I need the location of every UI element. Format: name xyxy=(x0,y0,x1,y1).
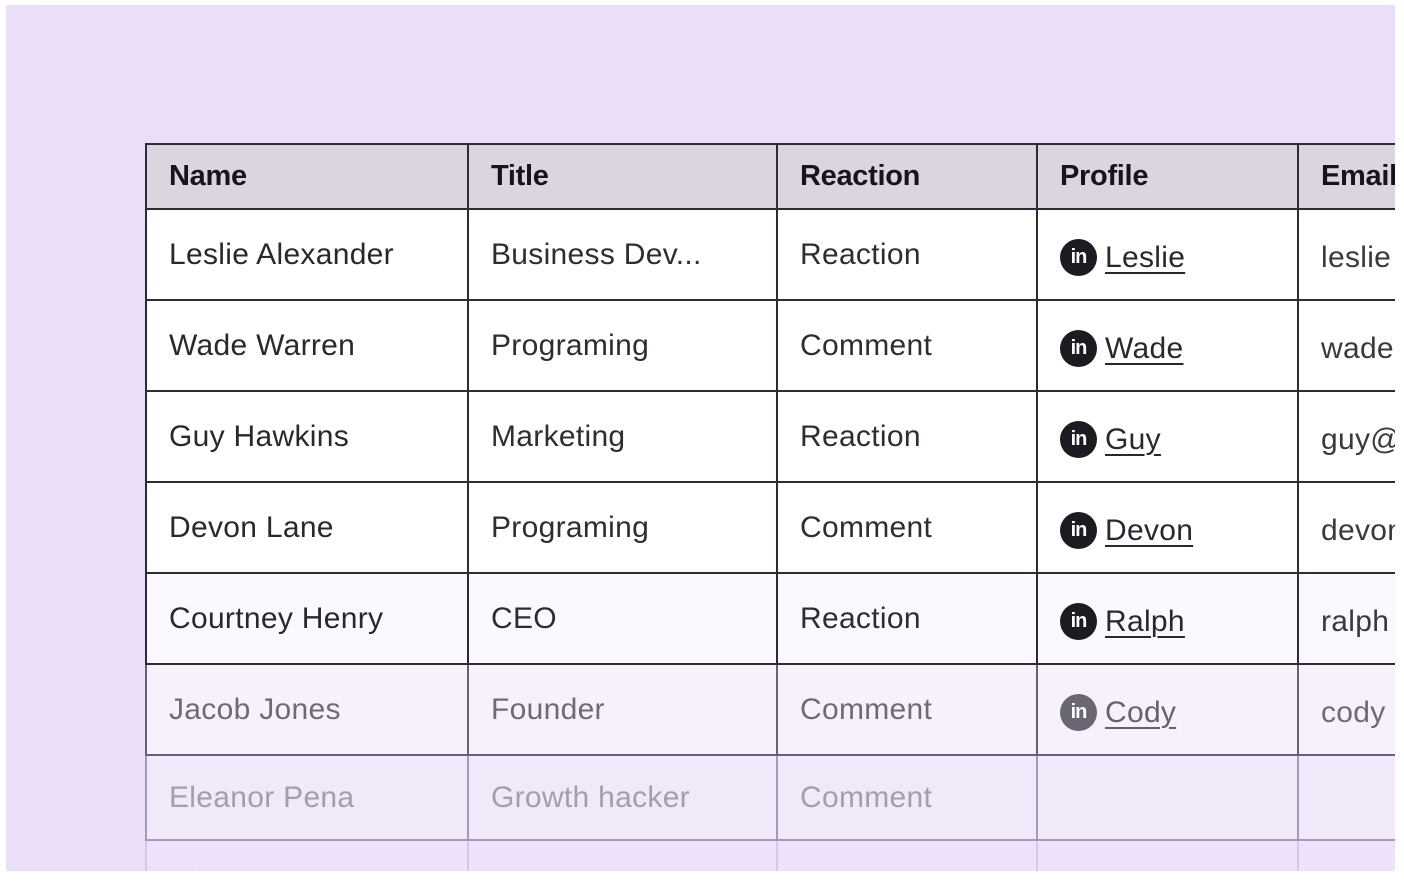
cell-reaction: Reaction xyxy=(776,208,1038,301)
linkedin-icon: in xyxy=(1060,694,1097,731)
table-row[interactable]: Jacob Jones Founder Comment in Cody cody xyxy=(145,663,1395,756)
column-header-profile[interactable]: Profile xyxy=(1036,143,1299,210)
cell-profile xyxy=(1036,754,1299,841)
cell-reaction: Reaction xyxy=(776,572,1038,665)
cell-profile: in Guy xyxy=(1036,390,1299,483)
cell-name: Albert Flores xyxy=(145,839,469,871)
table-row[interactable]: Courtney Henry CEO Reaction in Ralph ral… xyxy=(145,572,1395,665)
cell-name: Eleanor Pena xyxy=(145,754,469,841)
cell-email: leslie xyxy=(1297,208,1395,301)
cell-title: Programing xyxy=(467,481,778,574)
cell-email xyxy=(1297,839,1395,871)
linkedin-icon: in xyxy=(1060,239,1097,276)
cell-title: Founder xyxy=(467,663,778,756)
profile-link[interactable]: Ralph xyxy=(1105,604,1185,638)
table-row[interactable]: Albert Flores Design Comment xyxy=(145,839,1395,871)
cell-profile: in Leslie xyxy=(1036,208,1299,301)
cell-title: Marketing xyxy=(467,390,778,483)
profile-link[interactable]: Leslie xyxy=(1105,240,1186,274)
linkedin-icon: in xyxy=(1060,421,1097,458)
cell-email: devon xyxy=(1297,481,1395,574)
contacts-table-container: Name Title Reaction Profile Email Leslie… xyxy=(145,143,1395,871)
cell-email xyxy=(1297,754,1395,841)
cell-reaction: Comment xyxy=(776,754,1038,841)
table-row[interactable]: Eleanor Pena Growth hacker Comment xyxy=(145,754,1395,841)
cell-reaction: Comment xyxy=(776,481,1038,574)
cell-profile xyxy=(1036,839,1299,871)
cell-email: ralph xyxy=(1297,572,1395,665)
cell-profile: in Wade xyxy=(1036,299,1299,392)
column-header-reaction[interactable]: Reaction xyxy=(776,143,1038,210)
cell-reaction: Comment xyxy=(776,299,1038,392)
table-row[interactable]: Wade Warren Programing Comment in Wade w… xyxy=(145,299,1395,392)
column-header-title[interactable]: Title xyxy=(467,143,778,210)
cell-profile: in Cody xyxy=(1036,663,1299,756)
profile-link[interactable]: Devon xyxy=(1105,513,1194,547)
profile-link[interactable]: Wade xyxy=(1105,331,1184,365)
contacts-table: Name Title Reaction Profile Email Leslie… xyxy=(145,143,1395,871)
cell-reaction: Reaction xyxy=(776,390,1038,483)
cell-name: Devon Lane xyxy=(145,481,469,574)
cell-title: Business Dev... xyxy=(467,208,778,301)
linkedin-icon: in xyxy=(1060,330,1097,367)
table-header-row: Name Title Reaction Profile Email xyxy=(145,143,1395,210)
cell-title: CEO xyxy=(467,572,778,665)
linkedin-icon: in xyxy=(1060,603,1097,640)
cell-reaction: Comment xyxy=(776,663,1038,756)
column-header-email[interactable]: Email xyxy=(1297,143,1395,210)
page-background: Name Title Reaction Profile Email Leslie… xyxy=(6,5,1395,871)
cell-name: Leslie Alexander xyxy=(145,208,469,301)
cell-title: Growth hacker xyxy=(467,754,778,841)
cell-title: Design xyxy=(467,839,778,871)
cell-title: Programing xyxy=(467,299,778,392)
linkedin-icon: in xyxy=(1060,512,1097,549)
table-row[interactable]: Leslie Alexander Business Dev... Reactio… xyxy=(145,208,1395,301)
cell-name: Courtney Henry xyxy=(145,572,469,665)
table-row[interactable]: Guy Hawkins Marketing Reaction in Guy gu… xyxy=(145,390,1395,483)
column-header-name[interactable]: Name xyxy=(145,143,469,210)
cell-email: guy@ xyxy=(1297,390,1395,483)
cell-name: Wade Warren xyxy=(145,299,469,392)
cell-name: Jacob Jones xyxy=(145,663,469,756)
profile-link[interactable]: Guy xyxy=(1105,422,1161,456)
table-row[interactable]: Devon Lane Programing Comment in Devon d… xyxy=(145,481,1395,574)
cell-email: wade xyxy=(1297,299,1395,392)
cell-email: cody xyxy=(1297,663,1395,756)
cell-profile: in Ralph xyxy=(1036,572,1299,665)
cell-reaction: Comment xyxy=(776,839,1038,871)
profile-link[interactable]: Cody xyxy=(1105,695,1177,729)
cell-name: Guy Hawkins xyxy=(145,390,469,483)
cell-profile: in Devon xyxy=(1036,481,1299,574)
